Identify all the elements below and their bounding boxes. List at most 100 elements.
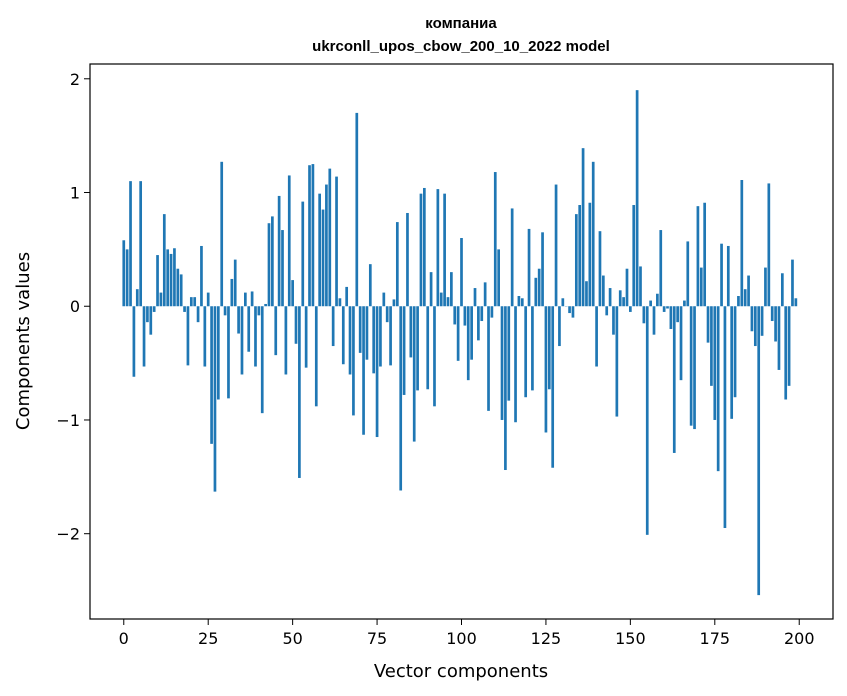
bar-100 <box>460 238 463 307</box>
bar-122 <box>534 277 538 307</box>
bar-123 <box>537 268 541 307</box>
bar-110 <box>493 172 497 307</box>
bar-61 <box>328 168 332 307</box>
bar-6 <box>142 306 146 367</box>
bar-42 <box>264 303 267 307</box>
bar-187 <box>753 306 757 347</box>
bar-111 <box>497 249 500 307</box>
bar-84 <box>406 212 409 307</box>
bar-149 <box>625 268 629 307</box>
bar-76 <box>379 306 382 367</box>
bar-62 <box>331 306 335 347</box>
bar-190 <box>764 267 767 307</box>
bar-182 <box>737 296 740 307</box>
bar-142 <box>601 275 605 307</box>
bar-53 <box>301 201 305 307</box>
chart-title-line1: компаниа <box>425 15 497 32</box>
bar-179 <box>726 245 730 307</box>
bar-16 <box>176 268 180 307</box>
bar-156 <box>649 300 652 307</box>
bar-185 <box>747 275 750 307</box>
bar-175 <box>713 306 717 420</box>
y-axis-label: Components values <box>13 252 34 430</box>
y-tick-label-2: 0 <box>70 297 80 316</box>
bar-115 <box>510 208 514 307</box>
bar-46 <box>277 195 281 307</box>
bar-152 <box>635 90 639 307</box>
bars-group <box>122 90 798 596</box>
bar-163 <box>672 306 676 453</box>
bar-120 <box>527 228 531 307</box>
bar-17 <box>179 274 183 307</box>
bar-40 <box>257 306 261 316</box>
bar-129 <box>558 306 561 347</box>
bar-50 <box>291 280 294 307</box>
bar-92 <box>433 306 436 407</box>
bar-140 <box>595 306 598 367</box>
bar-88 <box>419 193 423 307</box>
bar-171 <box>699 267 703 307</box>
bar-112 <box>500 306 504 420</box>
bar-9 <box>152 306 156 312</box>
bar-26 <box>210 306 213 444</box>
bar-47 <box>281 230 284 307</box>
bar-12 <box>162 214 166 307</box>
bar-184 <box>743 289 747 307</box>
bar-160 <box>662 306 666 312</box>
bar-173 <box>706 306 710 343</box>
bar-10 <box>156 255 159 307</box>
bar-5 <box>139 181 143 307</box>
bar-159 <box>659 230 663 307</box>
bar-96 <box>446 297 450 307</box>
x-tick-label-1: 25 <box>198 629 218 648</box>
bar-71 <box>362 306 365 435</box>
bar-79 <box>389 306 392 366</box>
bar-91 <box>429 272 433 307</box>
bar-38 <box>250 291 254 307</box>
bar-72 <box>365 306 369 360</box>
bar-139 <box>591 161 595 307</box>
bar-94 <box>439 292 443 307</box>
y-tick-label-0: 2 <box>70 70 80 89</box>
bar-192 <box>770 306 774 322</box>
bar-177 <box>720 243 723 307</box>
bar-195 <box>780 273 784 307</box>
bar-80 <box>392 299 396 307</box>
bar-14 <box>169 253 173 307</box>
bar-15 <box>173 248 176 307</box>
bar-23 <box>200 245 203 307</box>
bar-161 <box>666 306 669 309</box>
bar-11 <box>159 292 163 307</box>
bar-68 <box>352 306 355 416</box>
bar-24 <box>203 306 207 367</box>
bar-147 <box>618 290 622 307</box>
bar-31 <box>227 306 230 399</box>
bar-186 <box>750 306 754 332</box>
bar-55 <box>308 165 311 307</box>
bar-43 <box>267 223 271 307</box>
bar-181 <box>733 306 737 398</box>
bar-137 <box>585 281 588 307</box>
bar-172 <box>703 202 707 307</box>
bar-128 <box>554 184 558 307</box>
bar-67 <box>348 306 352 375</box>
bar-196 <box>784 306 788 400</box>
bar-54 <box>304 306 308 368</box>
bar-57 <box>314 306 318 407</box>
bar-121 <box>531 306 534 391</box>
bar-162 <box>669 306 673 329</box>
bar-180 <box>730 306 734 419</box>
x-tick-label-4: 100 <box>446 629 477 648</box>
x-tick-label-0: 0 <box>119 629 129 648</box>
y-tick-label-3: −1 <box>56 411 80 430</box>
bar-65 <box>341 306 345 365</box>
bar-60 <box>325 184 328 307</box>
y-tick-label-1: 1 <box>70 184 80 203</box>
bar-69 <box>355 112 359 307</box>
bar-49 <box>287 175 291 307</box>
bar-104 <box>473 288 477 307</box>
bar-93 <box>436 189 440 307</box>
bar-107 <box>483 282 487 307</box>
bar-119 <box>524 306 528 398</box>
bar-3 <box>132 306 136 377</box>
